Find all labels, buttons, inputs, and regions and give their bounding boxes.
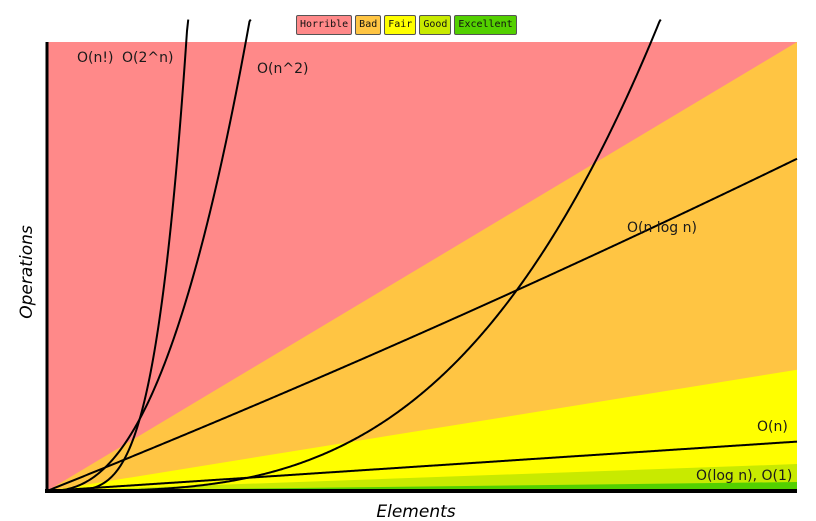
legend-item-excellent: Excellent <box>454 15 517 35</box>
label-linear: O(n) <box>757 419 788 435</box>
region-bad <box>47 42 797 491</box>
label-constant: O(log n), O(1) <box>696 468 792 484</box>
complexity-regions <box>47 42 797 491</box>
label-exponential: O(2^n) <box>122 50 173 66</box>
y-axis-title: Operations <box>17 225 37 319</box>
legend-item-horrible: Horrible <box>296 15 353 35</box>
label-factorial: O(n!) <box>77 50 113 66</box>
x-axis-title: Elements <box>376 502 455 521</box>
label-nlogn: O(n log n) <box>627 220 697 236</box>
legend-item-fair: Fair <box>384 15 417 35</box>
curve-quadratic <box>47 18 252 492</box>
legend-item-bad: Bad <box>355 15 382 35</box>
chart-legend: Horrible Bad Fair Good Excellent <box>296 15 517 35</box>
region-fair <box>47 369 797 491</box>
curve-linear <box>46 440 798 492</box>
label-quadratic: O(n^2) <box>257 61 308 77</box>
curve-nlogn <box>46 157 798 492</box>
region-excellent <box>47 482 797 491</box>
legend-item-good: Good <box>419 15 452 35</box>
